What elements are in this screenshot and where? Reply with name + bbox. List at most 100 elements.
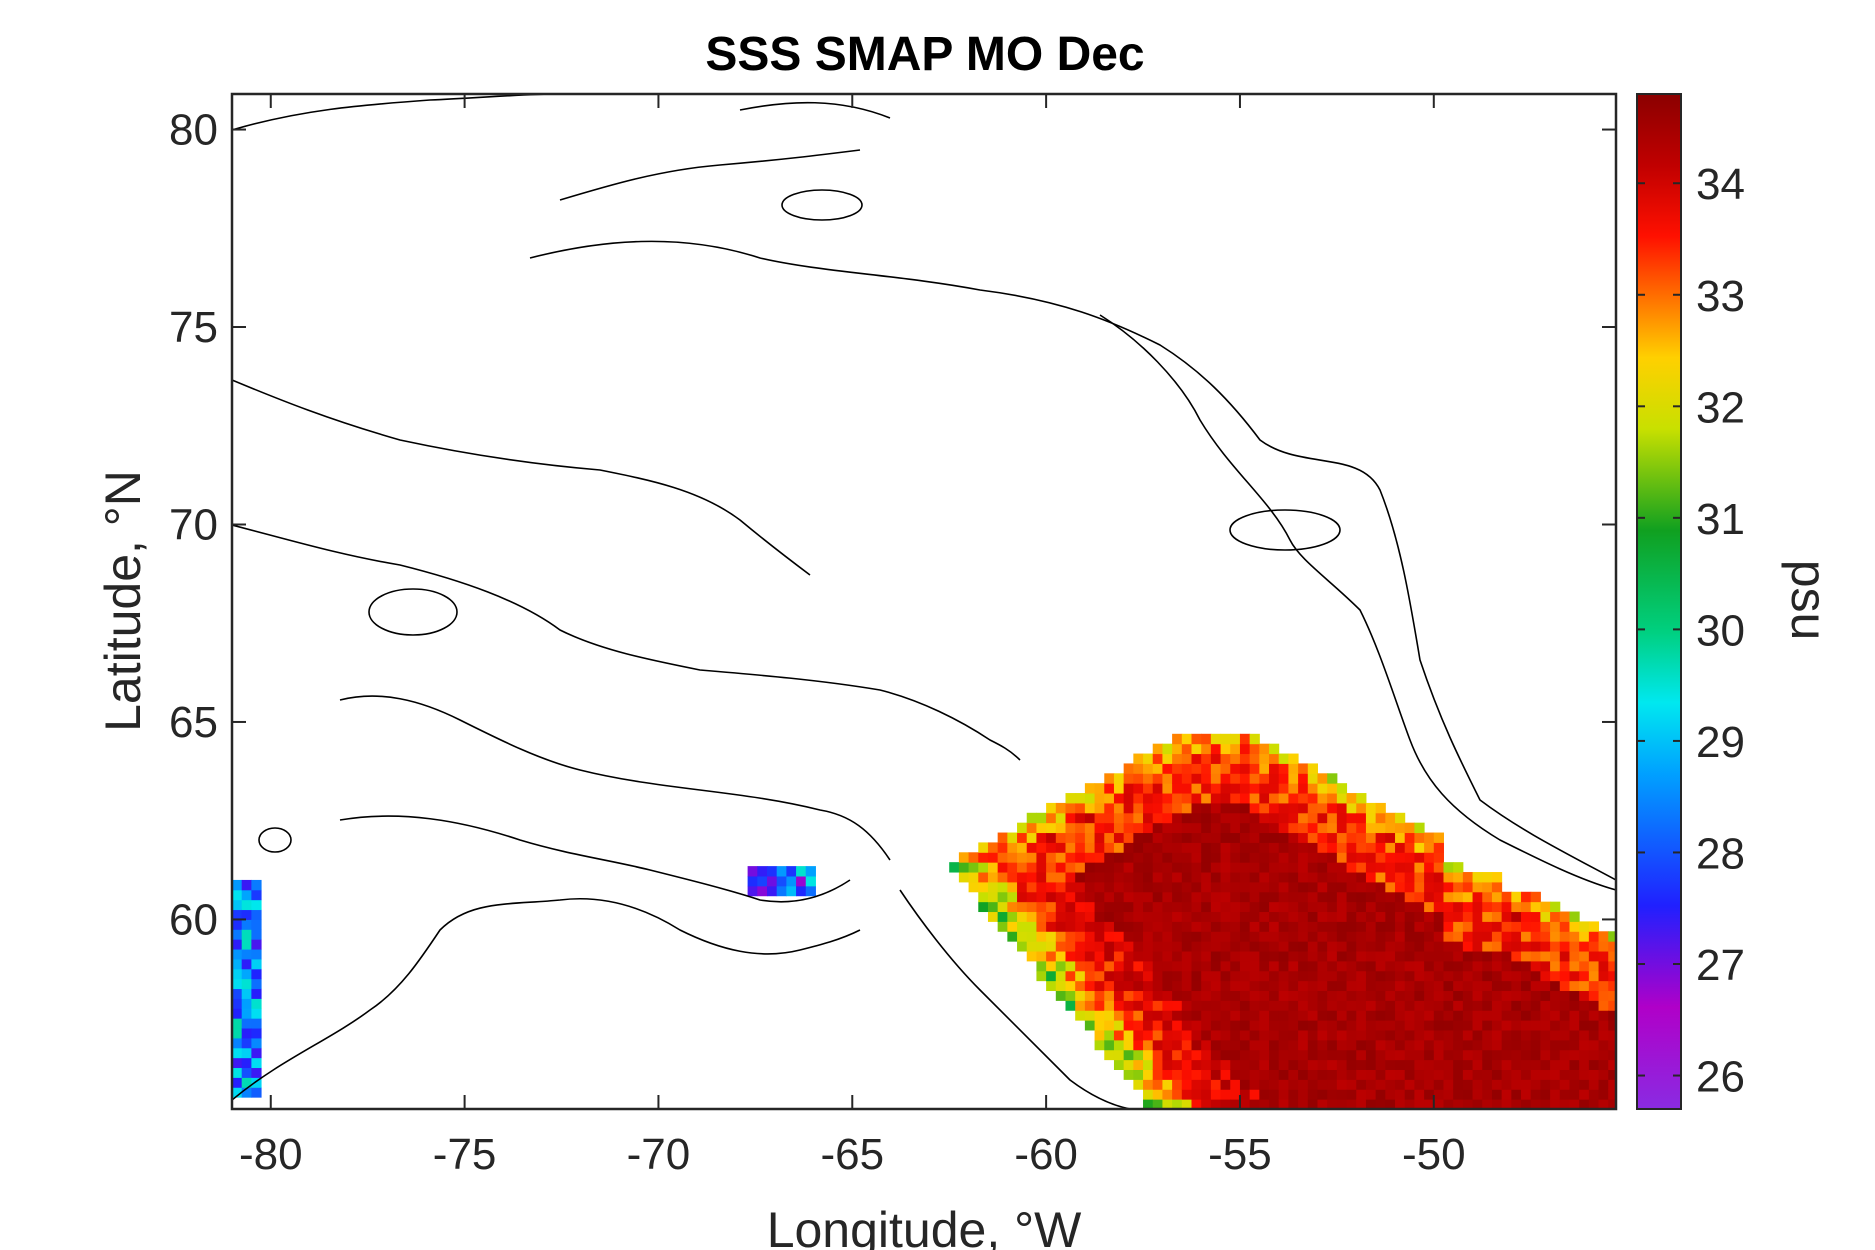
salinity-cell — [1278, 1049, 1289, 1061]
salinity-cell — [1356, 960, 1367, 972]
salinity-cell — [1501, 970, 1512, 982]
salinity-cell — [1191, 872, 1202, 883]
colorbar-tick-label: 32 — [1696, 383, 1745, 432]
salinity-cell — [1521, 951, 1532, 962]
salinity-cell — [1220, 733, 1231, 745]
salinity-cell — [1336, 1059, 1348, 1071]
salinity-cell — [1288, 1099, 1299, 1109]
salinity-cell — [232, 939, 243, 950]
salinity-cell — [958, 872, 970, 883]
salinity-cell — [1288, 891, 1299, 903]
salinity-cell — [1259, 743, 1270, 755]
salinity-cell — [1550, 951, 1561, 962]
salinity-cell — [1259, 1030, 1270, 1041]
salinity-cell — [1123, 1030, 1134, 1041]
salinity-cell — [1317, 1000, 1328, 1011]
salinity-cell — [1239, 970, 1251, 982]
salinity-cell — [1278, 872, 1289, 883]
salinity-cell — [1608, 970, 1616, 982]
salinity-cell — [1327, 832, 1338, 843]
salinity-cell — [1075, 970, 1086, 982]
salinity-cell — [1152, 901, 1163, 913]
salinity-cell — [1191, 990, 1202, 1001]
salinity-cell — [1404, 1020, 1415, 1031]
salinity-cell — [1278, 881, 1289, 893]
salinity-cell — [1317, 1059, 1328, 1071]
salinity-cell — [1365, 911, 1377, 922]
salinity-cell — [1143, 793, 1154, 804]
salinity-cell — [1065, 990, 1076, 1001]
salinity-cell — [1249, 1039, 1260, 1051]
salinity-cell — [1346, 960, 1357, 972]
salinity-cell — [1152, 753, 1163, 764]
salinity-cell — [1046, 941, 1057, 952]
salinity-cell — [1288, 763, 1299, 774]
salinity-cell — [1075, 881, 1086, 893]
salinity-cell — [1143, 842, 1154, 853]
salinity-cell — [1307, 1059, 1318, 1071]
salinity-cell — [1404, 891, 1415, 903]
salinity-cell — [1395, 1069, 1406, 1080]
salinity-cell — [1162, 773, 1173, 784]
salinity-cell — [1588, 931, 1600, 942]
salinity-cell — [1462, 881, 1474, 893]
salinity-cell — [1104, 802, 1115, 814]
salinity-cell — [1375, 1010, 1386, 1021]
salinity-cell — [1046, 960, 1057, 972]
salinity-cell — [1181, 1069, 1192, 1080]
salinity-cell — [1298, 921, 1309, 932]
x-tick-label: -65 — [820, 1130, 884, 1179]
salinity-cell — [1239, 1059, 1251, 1071]
salinity-cell — [978, 852, 989, 863]
salinity-cell — [1210, 812, 1222, 824]
salinity-cell — [1104, 1039, 1115, 1051]
salinity-cell — [1375, 891, 1386, 903]
salinity-cell — [1162, 793, 1173, 804]
salinity-cell — [251, 1047, 262, 1059]
salinity-cell — [1133, 783, 1144, 794]
salinity-cell — [1113, 931, 1125, 942]
salinity-cell — [1065, 891, 1076, 903]
salinity-cell — [1491, 960, 1503, 972]
salinity-cell — [1172, 990, 1183, 1001]
salinity-cell — [1220, 793, 1231, 804]
salinity-cell — [1259, 802, 1270, 814]
salinity-cell — [1249, 1069, 1260, 1080]
salinity-cell — [1143, 822, 1154, 834]
salinity-cell — [747, 885, 758, 897]
salinity-cell — [1540, 941, 1551, 952]
salinity-cell — [1608, 1030, 1616, 1041]
x-axis-label: Longitude, °W — [767, 1202, 1082, 1250]
salinity-cell — [1269, 1020, 1280, 1031]
salinity-cell — [1123, 852, 1134, 863]
salinity-cell — [1288, 1089, 1299, 1100]
salinity-cell — [1172, 881, 1183, 893]
salinity-cell — [1395, 891, 1406, 903]
salinity-cell — [1365, 1049, 1377, 1061]
salinity-cell — [1210, 852, 1222, 863]
salinity-cell — [1133, 862, 1144, 873]
salinity-cell — [1414, 990, 1425, 1001]
salinity-cell — [1017, 852, 1028, 863]
salinity-cell — [1521, 921, 1532, 932]
salinity-cell — [241, 899, 252, 911]
salinity-cell — [1288, 970, 1299, 982]
salinity-cell — [1327, 862, 1338, 873]
salinity-cell — [1530, 1010, 1541, 1021]
salinity-cell — [1036, 911, 1047, 922]
salinity-cell — [1317, 812, 1328, 824]
salinity-cell — [1433, 1030, 1444, 1041]
salinity-cell — [1511, 901, 1522, 913]
salinity-cell — [1365, 1000, 1377, 1011]
salinity-cell — [1588, 980, 1600, 992]
salinity-cell — [1375, 852, 1386, 863]
salinity-cell — [1259, 960, 1270, 972]
salinity-cell — [1162, 1010, 1173, 1021]
salinity-cell — [796, 866, 807, 877]
salinity-cell — [1501, 1010, 1512, 1021]
salinity-cell — [1162, 763, 1173, 774]
salinity-cell — [1220, 951, 1231, 962]
colorbar-tick-label: 34 — [1696, 160, 1745, 209]
salinity-cell — [1307, 901, 1318, 913]
salinity-cell — [1346, 881, 1357, 893]
